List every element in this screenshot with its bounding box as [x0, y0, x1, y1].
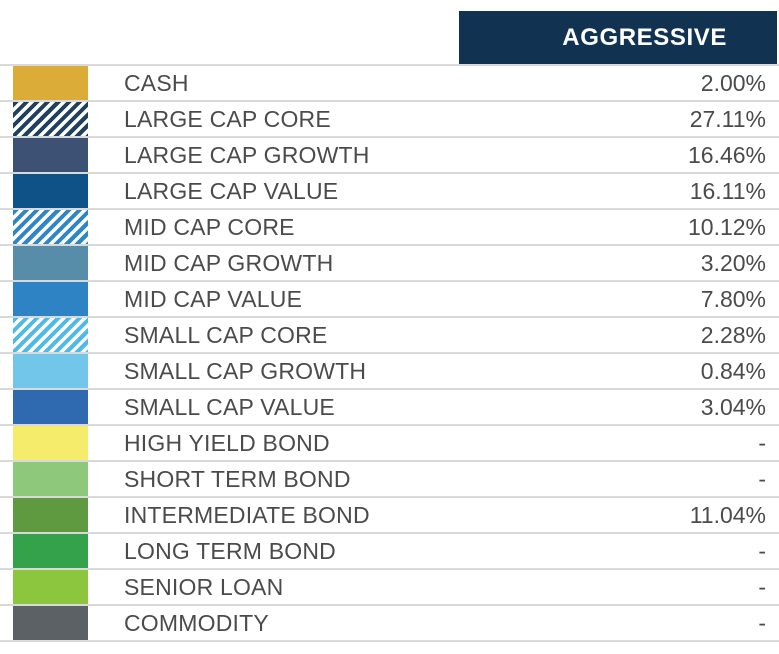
asset-value: 2.28%	[700, 321, 766, 348]
asset-label: LARGE CAP VALUE	[124, 177, 339, 204]
asset-label: SMALL CAP CORE	[124, 321, 328, 348]
table-row: COMMODITY -	[0, 604, 779, 640]
table-row: MID CAP GROWTH 3.20%	[0, 244, 779, 280]
asset-value: 7.80%	[700, 285, 766, 312]
asset-color-swatch	[13, 210, 88, 244]
asset-color-swatch	[13, 390, 88, 424]
asset-color-swatch	[13, 426, 88, 460]
asset-value: -	[758, 573, 766, 600]
asset-color-swatch	[13, 174, 88, 208]
table-row: INTERMEDIATE BOND 11.04%	[0, 496, 779, 532]
asset-label: LARGE CAP GROWTH	[124, 141, 370, 168]
asset-value: -	[758, 465, 766, 492]
asset-label: LONG TERM BOND	[124, 537, 336, 564]
table-row: LARGE CAP VALUE 16.11%	[0, 172, 779, 208]
asset-label: MID CAP CORE	[124, 213, 295, 240]
asset-value: 27.11%	[689, 105, 766, 132]
asset-label: COMMODITY	[124, 609, 269, 636]
table-row: LONG TERM BOND -	[0, 532, 779, 568]
table-row: SMALL CAP VALUE 3.04%	[0, 388, 779, 424]
column-header-aggressive: AGGRESSIVE	[459, 11, 777, 64]
asset-value: 3.20%	[700, 249, 766, 276]
asset-color-swatch	[13, 66, 88, 100]
table-row: CASH 2.00%	[0, 64, 779, 100]
table-row: SENIOR LOAN -	[0, 568, 779, 604]
asset-label: INTERMEDIATE BOND	[124, 501, 370, 528]
allocation-table: CASH 2.00% LARGE CAP CORE 27.11% LARGE C…	[0, 64, 779, 642]
asset-label: MID CAP GROWTH	[124, 249, 334, 276]
asset-value: 10.12%	[687, 213, 766, 240]
asset-color-swatch	[13, 138, 88, 172]
asset-value: -	[758, 429, 766, 456]
asset-color-swatch	[13, 606, 88, 640]
asset-value: 0.84%	[700, 357, 766, 384]
asset-color-swatch	[13, 246, 88, 280]
asset-color-swatch	[13, 282, 88, 316]
table-row: SMALL CAP CORE 2.28%	[0, 316, 779, 352]
asset-label: CASH	[124, 69, 189, 96]
asset-color-swatch	[13, 534, 88, 568]
table-row: LARGE CAP GROWTH 16.46%	[0, 136, 779, 172]
asset-value: 16.11%	[689, 177, 766, 204]
asset-color-swatch	[13, 318, 88, 352]
asset-value: 2.00%	[700, 69, 766, 96]
column-header-label: AGGRESSIVE	[562, 23, 727, 51]
asset-label: SMALL CAP VALUE	[124, 393, 335, 420]
asset-color-swatch	[13, 498, 88, 532]
asset-color-swatch	[13, 462, 88, 496]
asset-label: SENIOR LOAN	[124, 573, 284, 600]
asset-color-swatch	[13, 102, 88, 136]
asset-value: -	[758, 537, 766, 564]
table-row: HIGH YIELD BOND -	[0, 424, 779, 460]
table-row: MID CAP VALUE 7.80%	[0, 280, 779, 316]
table-row: SHORT TERM BOND -	[0, 460, 779, 496]
asset-value: 16.46%	[687, 141, 766, 168]
table-row: LARGE CAP CORE 27.11%	[0, 100, 779, 136]
asset-value: 11.04%	[689, 501, 766, 528]
asset-color-swatch	[13, 570, 88, 604]
asset-color-swatch	[13, 354, 88, 388]
asset-label: LARGE CAP CORE	[124, 105, 331, 132]
asset-value: -	[758, 609, 766, 636]
asset-value: 3.04%	[700, 393, 766, 420]
asset-label: SMALL CAP GROWTH	[124, 357, 367, 384]
table-row: SMALL CAP GROWTH 0.84%	[0, 352, 779, 388]
asset-label: HIGH YIELD BOND	[124, 429, 330, 456]
table-row: MID CAP CORE 10.12%	[0, 208, 779, 244]
asset-label: SHORT TERM BOND	[124, 465, 351, 492]
asset-label: MID CAP VALUE	[124, 285, 303, 312]
